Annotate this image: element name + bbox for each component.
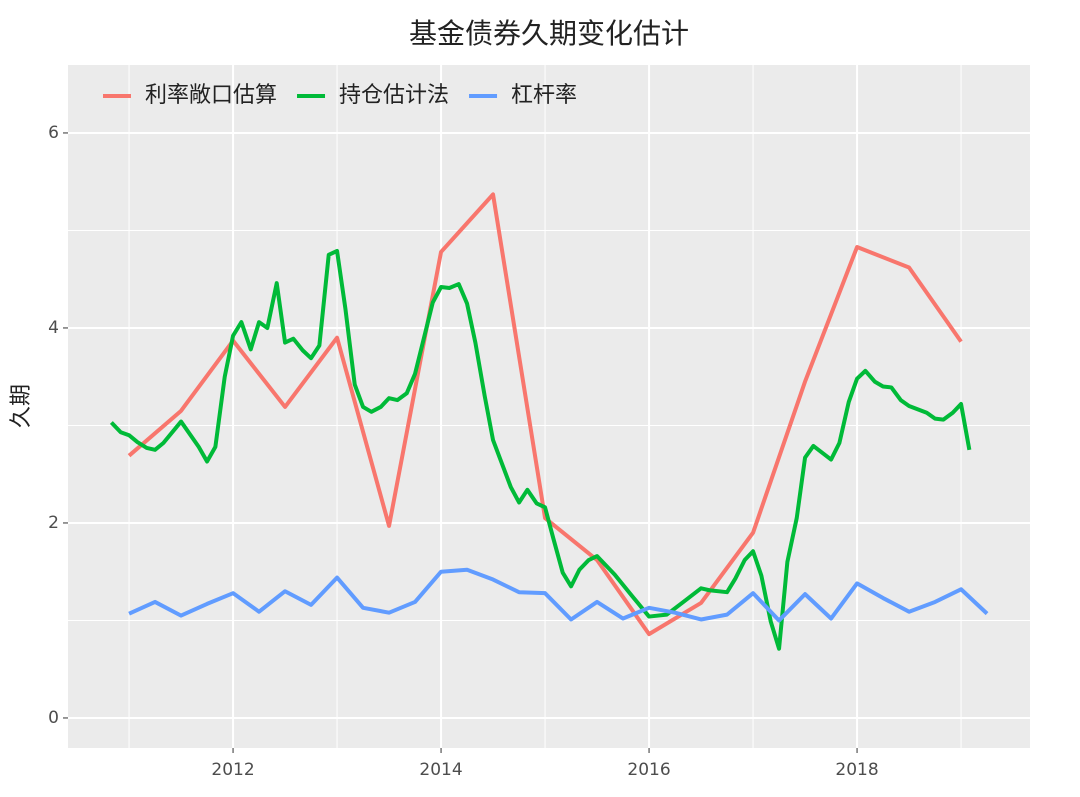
legend-label: 持仓估计法 [339, 83, 449, 108]
y-tick-label: 4 [48, 318, 59, 338]
x-tick-label: 2014 [419, 760, 462, 780]
x-tick-label: 2016 [627, 760, 670, 780]
chart-title: 基金债券久期变化估计 [409, 17, 689, 50]
legend-label: 利率敞口估算 [145, 83, 277, 108]
panel [68, 65, 1030, 748]
y-tick-label: 6 [48, 123, 59, 143]
y-axis-title: 久期 [9, 384, 34, 428]
x-tick-label: 2018 [835, 760, 878, 780]
legend-label: 杠杆率 [511, 83, 577, 108]
y-tick-label: 2 [48, 513, 59, 533]
y-tick-label: 0 [48, 708, 59, 728]
line-series [127, 192, 963, 637]
line-series [128, 567, 989, 623]
x-tick-label: 2012 [211, 760, 254, 780]
line-series [109, 248, 972, 651]
